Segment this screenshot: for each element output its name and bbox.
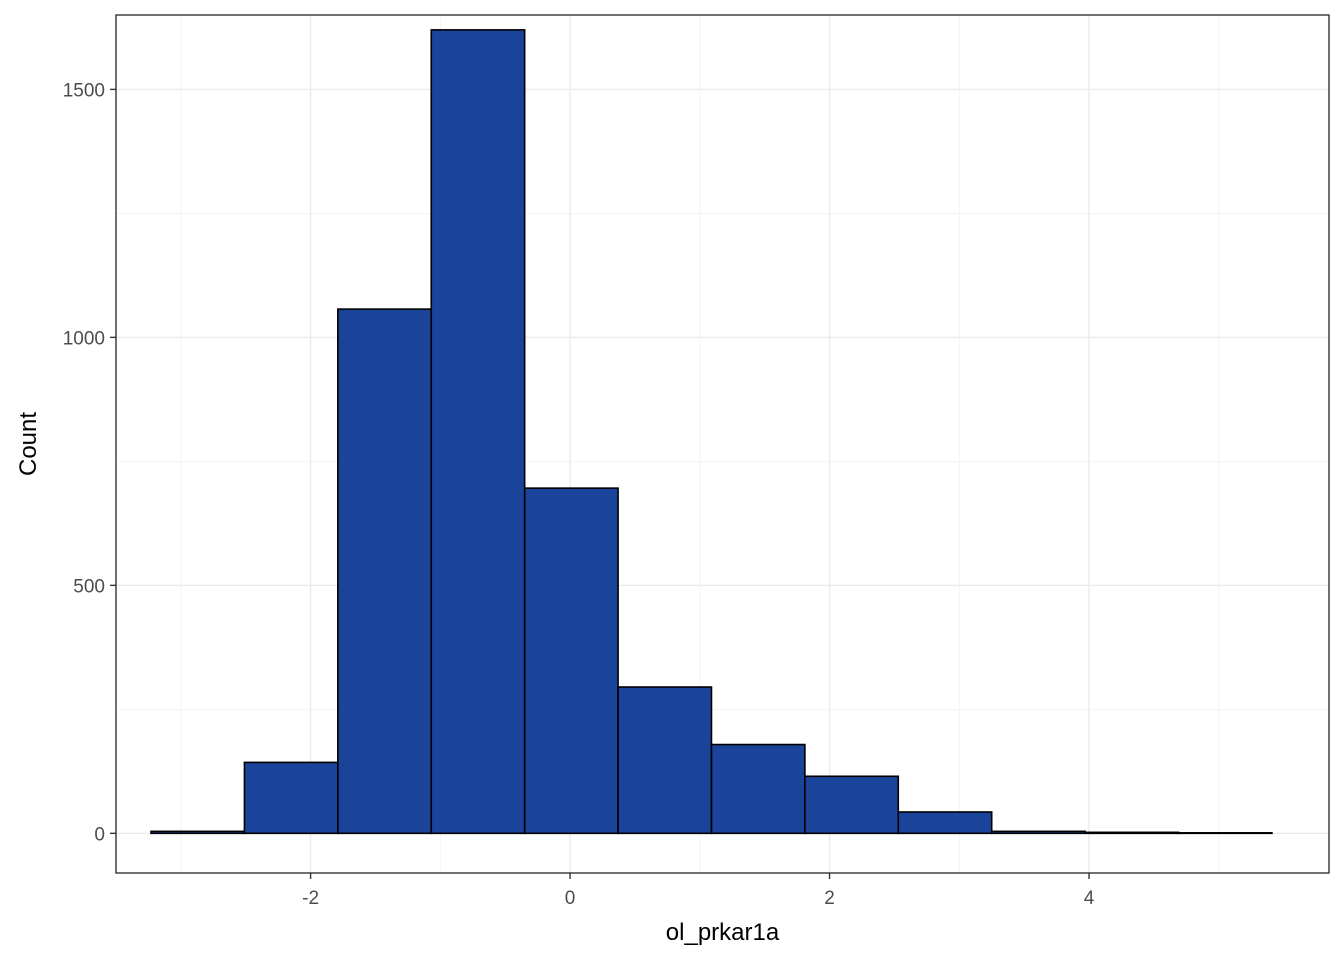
y-tick-label: 0 [94, 824, 105, 845]
x-tick-label: -2 [302, 888, 319, 909]
y-tick-label: 500 [73, 576, 105, 597]
x-axis-title: ol_prkar1a [666, 919, 780, 946]
histogram-bar [990, 830, 1086, 835]
histogram-bar [804, 775, 900, 835]
histogram-bar [1084, 831, 1180, 835]
histogram-bar [710, 743, 806, 835]
histogram-bar [150, 830, 246, 835]
y-axis-title: Count [15, 412, 42, 476]
panel-border [115, 14, 1330, 874]
x-tick-label: 4 [1084, 888, 1095, 909]
y-tick-label: 1500 [63, 80, 105, 101]
x-tick-label: 2 [824, 888, 835, 909]
y-tick-label: 1000 [63, 328, 105, 349]
histogram-bar [897, 811, 993, 835]
histogram-bar [1177, 832, 1273, 835]
histogram-bar [430, 29, 526, 835]
histogram-bars [150, 29, 1273, 835]
histogram-bar [617, 686, 713, 835]
histogram-bar [243, 761, 339, 835]
histogram-bar [523, 487, 619, 835]
x-tick-label: 0 [565, 888, 576, 909]
axes: -2 0 2 4 0 500 1000 1500 [63, 80, 1095, 909]
histogram-bar [337, 308, 433, 835]
